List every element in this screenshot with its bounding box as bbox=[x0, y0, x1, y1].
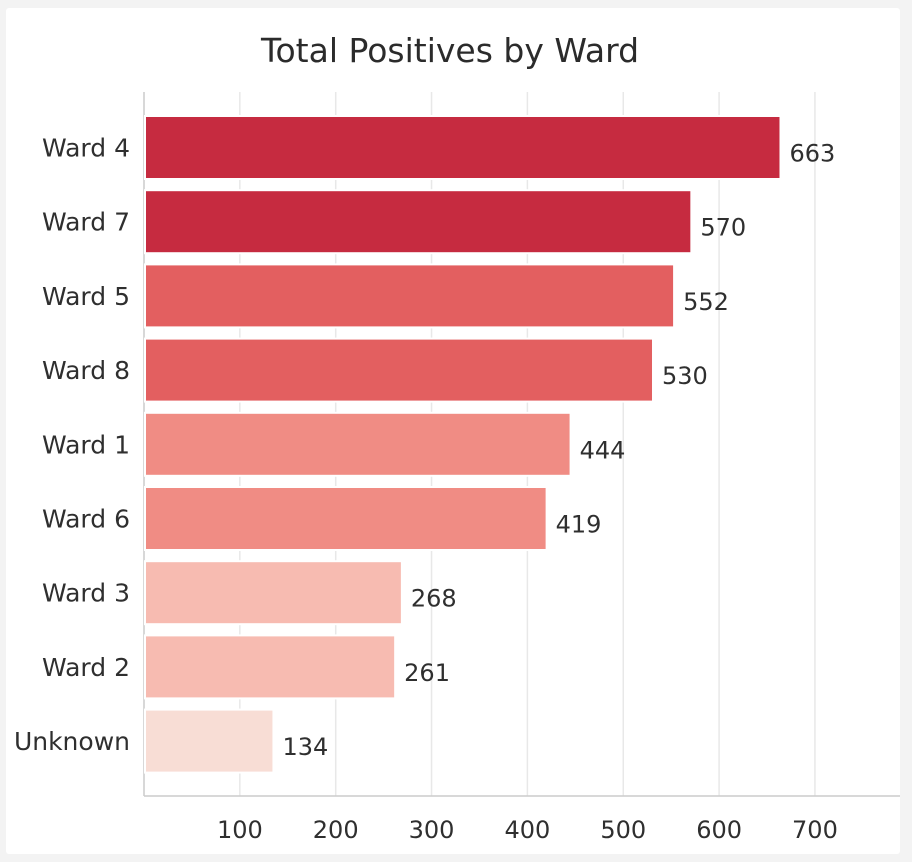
bar[interactable] bbox=[144, 115, 782, 180]
x-tick-label: 500 bbox=[600, 816, 646, 844]
value-label: 663 bbox=[789, 140, 835, 168]
value-label: 268 bbox=[411, 585, 457, 613]
value-label: 444 bbox=[580, 436, 626, 464]
x-tick-label: 600 bbox=[696, 816, 742, 844]
category-label: Ward 4 bbox=[42, 134, 130, 163]
category-label: Ward 1 bbox=[42, 430, 130, 459]
bar[interactable] bbox=[144, 263, 676, 329]
x-tick-label: 100 bbox=[217, 816, 263, 844]
chart-title: Total Positives by Ward bbox=[260, 31, 639, 70]
category-label: Ward 6 bbox=[42, 505, 130, 534]
value-label: 570 bbox=[700, 214, 746, 242]
value-label: 530 bbox=[662, 362, 708, 390]
x-tick-label: 400 bbox=[504, 816, 550, 844]
bar[interactable] bbox=[144, 560, 403, 626]
category-label: Ward 7 bbox=[42, 208, 130, 237]
value-label: 261 bbox=[404, 659, 450, 687]
x-tick-label: 200 bbox=[313, 816, 359, 844]
category-label: Ward 2 bbox=[42, 653, 130, 682]
bar[interactable] bbox=[144, 189, 693, 255]
x-tick-label: 700 bbox=[792, 816, 838, 844]
bar[interactable] bbox=[144, 708, 275, 774]
labels: Ward 4 663 Ward 7 570 Ward 5 552 Ward 8 530 Ward… bbox=[14, 134, 835, 762]
category-label: Ward 5 bbox=[42, 282, 130, 311]
value-label: 134 bbox=[282, 733, 328, 761]
x-tick-label: 300 bbox=[409, 816, 455, 844]
bar[interactable] bbox=[144, 486, 548, 551]
value-label: 552 bbox=[683, 288, 729, 316]
category-label: Unknown bbox=[14, 727, 130, 756]
x-axis-ticks: 100 200 300 400 500 600 700 bbox=[217, 816, 838, 844]
bar[interactable] bbox=[144, 411, 572, 477]
category-label: Ward 3 bbox=[42, 579, 130, 608]
bars bbox=[144, 115, 782, 774]
category-label: Ward 8 bbox=[42, 356, 130, 385]
value-label: 419 bbox=[556, 511, 602, 539]
bar[interactable] bbox=[144, 337, 655, 403]
bar[interactable] bbox=[144, 634, 397, 700]
